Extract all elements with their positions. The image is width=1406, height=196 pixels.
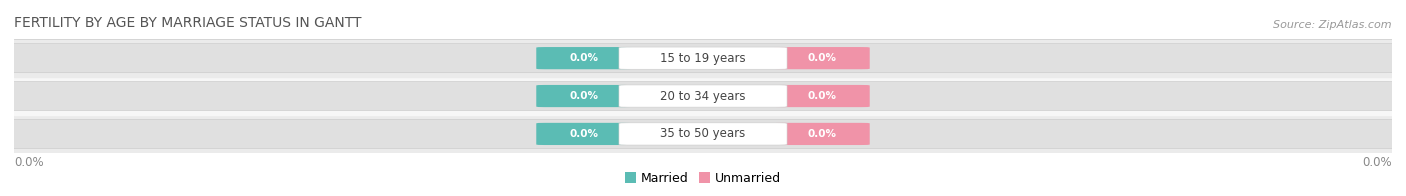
FancyBboxPatch shape xyxy=(619,47,787,69)
Text: Source: ZipAtlas.com: Source: ZipAtlas.com xyxy=(1274,20,1392,30)
Bar xyxy=(14,39,1392,77)
Text: 15 to 19 years: 15 to 19 years xyxy=(661,52,745,65)
FancyBboxPatch shape xyxy=(4,82,1402,111)
Text: FERTILITY BY AGE BY MARRIAGE STATUS IN GANTT: FERTILITY BY AGE BY MARRIAGE STATUS IN G… xyxy=(14,16,361,30)
Bar xyxy=(14,115,1392,153)
Text: 0.0%: 0.0% xyxy=(807,91,837,101)
FancyBboxPatch shape xyxy=(4,119,1402,149)
FancyBboxPatch shape xyxy=(619,85,787,107)
FancyBboxPatch shape xyxy=(773,123,870,145)
Text: 0.0%: 0.0% xyxy=(569,129,599,139)
Legend: Married, Unmarried: Married, Unmarried xyxy=(620,167,786,190)
Text: 0.0%: 0.0% xyxy=(569,53,599,63)
Text: 0.0%: 0.0% xyxy=(807,53,837,63)
Text: 0.0%: 0.0% xyxy=(1362,156,1392,169)
Text: 20 to 34 years: 20 to 34 years xyxy=(661,90,745,103)
FancyBboxPatch shape xyxy=(536,85,633,107)
FancyBboxPatch shape xyxy=(536,47,633,69)
FancyBboxPatch shape xyxy=(773,47,870,69)
Bar xyxy=(14,77,1392,115)
Text: 35 to 50 years: 35 to 50 years xyxy=(661,127,745,140)
FancyBboxPatch shape xyxy=(619,123,787,145)
Text: 0.0%: 0.0% xyxy=(569,91,599,101)
FancyBboxPatch shape xyxy=(4,44,1402,73)
Text: 0.0%: 0.0% xyxy=(807,129,837,139)
Text: 0.0%: 0.0% xyxy=(14,156,44,169)
FancyBboxPatch shape xyxy=(536,123,633,145)
FancyBboxPatch shape xyxy=(773,85,870,107)
